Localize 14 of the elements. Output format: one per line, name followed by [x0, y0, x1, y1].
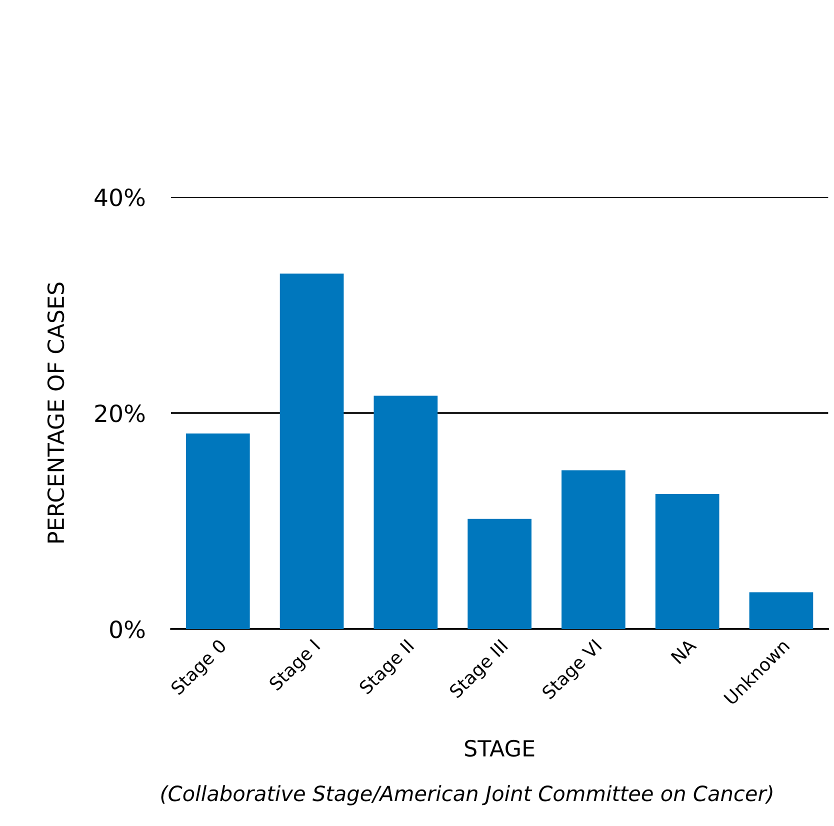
text: (Collaborative Stage/American Joint Committee on Cancer)	[161, 785, 772, 806]
x-tick-label: NA	[670, 638, 697, 664]
y-axis-title: PERCENTAGE OF CASES	[47, 282, 64, 542]
x-axis-title: STAGE	[465, 740, 534, 757]
y-tick-label: 40%	[94, 188, 145, 206]
y-tick-label: 20%	[95, 404, 145, 422]
y-tick-label: 0%	[110, 620, 145, 638]
bar	[280, 274, 344, 629]
bar	[749, 592, 814, 629]
bar	[186, 434, 250, 629]
bar	[655, 494, 720, 629]
bar	[374, 396, 438, 629]
bar	[562, 470, 626, 629]
bar	[468, 518, 532, 629]
